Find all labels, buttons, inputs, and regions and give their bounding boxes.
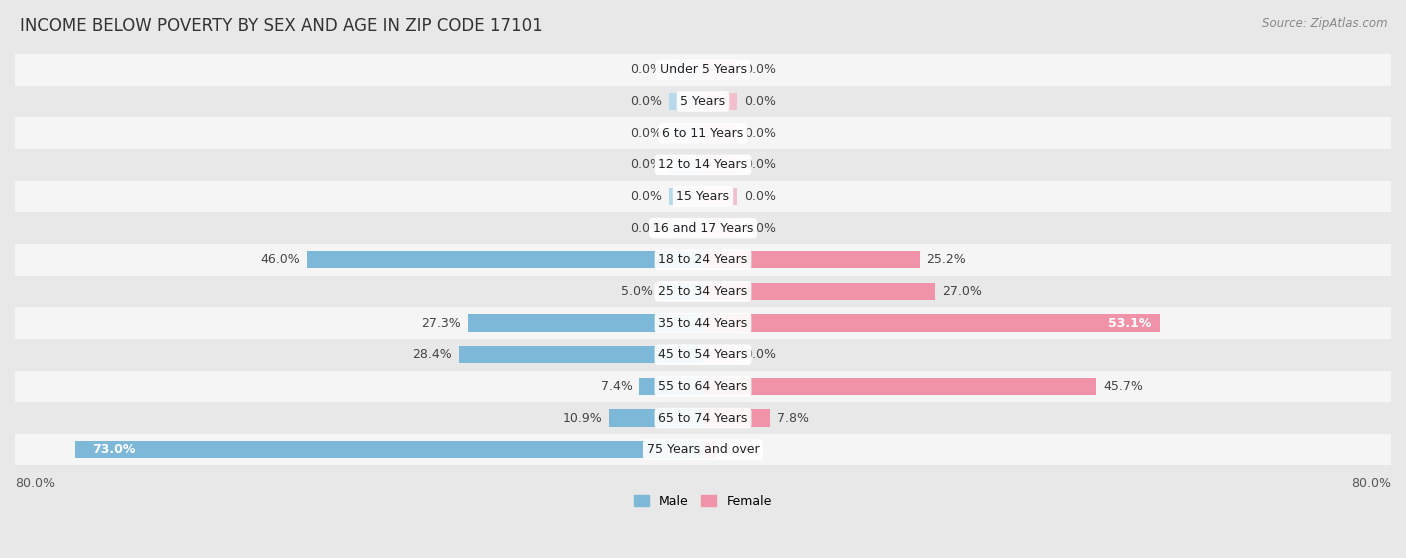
Text: 55 to 64 Years: 55 to 64 Years [658,380,748,393]
Text: 0.0%: 0.0% [630,190,662,203]
Bar [15,244,1391,276]
Text: 0.0%: 0.0% [744,222,776,234]
Text: Under 5 Years: Under 5 Years [659,64,747,76]
Text: 5.0%: 5.0% [621,285,654,298]
Bar [15,181,1391,212]
Text: 0.0%: 0.0% [744,158,776,171]
Bar [703,93,737,110]
Text: INCOME BELOW POVERTY BY SEX AND AGE IN ZIP CODE 17101: INCOME BELOW POVERTY BY SEX AND AGE IN Z… [20,17,543,35]
Bar [703,314,1160,332]
Text: 0.0%: 0.0% [744,348,776,361]
Bar [703,188,737,205]
Text: 18 to 24 Years: 18 to 24 Years [658,253,748,266]
Text: 0.0%: 0.0% [630,127,662,140]
Text: 75 Years and over: 75 Years and over [647,443,759,456]
Bar [75,441,703,458]
Bar [703,251,920,268]
Text: 0.0%: 0.0% [744,64,776,76]
Text: 0.0%: 0.0% [744,190,776,203]
Text: 7.8%: 7.8% [778,411,808,425]
Bar [15,86,1391,117]
Bar [15,402,1391,434]
Bar [669,61,703,79]
Text: 65 to 74 Years: 65 to 74 Years [658,411,748,425]
Text: 1.6%: 1.6% [724,443,755,456]
Text: 45.7%: 45.7% [1102,380,1143,393]
Bar [703,441,717,458]
Text: 27.0%: 27.0% [942,285,981,298]
Bar [458,346,703,363]
Text: 0.0%: 0.0% [744,127,776,140]
Bar [659,283,703,300]
Text: 0.0%: 0.0% [630,222,662,234]
Bar [609,410,703,427]
Bar [15,307,1391,339]
Bar [308,251,703,268]
Text: 80.0%: 80.0% [1351,477,1391,489]
Bar [15,54,1391,86]
Bar [669,93,703,110]
Bar [15,371,1391,402]
Text: 12 to 14 Years: 12 to 14 Years [658,158,748,171]
Bar [15,117,1391,149]
Text: 45 to 54 Years: 45 to 54 Years [658,348,748,361]
Text: 16 and 17 Years: 16 and 17 Years [652,222,754,234]
Bar [15,212,1391,244]
Text: 0.0%: 0.0% [744,95,776,108]
Bar [703,219,737,237]
Text: 0.0%: 0.0% [630,95,662,108]
Text: 5 Years: 5 Years [681,95,725,108]
Text: 35 to 44 Years: 35 to 44 Years [658,316,748,330]
Text: 46.0%: 46.0% [260,253,301,266]
Bar [669,124,703,142]
Bar [703,61,737,79]
Text: 25.2%: 25.2% [927,253,966,266]
Bar [15,339,1391,371]
Text: 7.4%: 7.4% [600,380,633,393]
Text: 80.0%: 80.0% [15,477,55,489]
Bar [703,378,1097,395]
Bar [640,378,703,395]
Text: Source: ZipAtlas.com: Source: ZipAtlas.com [1263,17,1388,30]
Text: 28.4%: 28.4% [412,348,451,361]
Text: 15 Years: 15 Years [676,190,730,203]
Text: 10.9%: 10.9% [562,411,602,425]
Legend: Male, Female: Male, Female [630,490,776,513]
Bar [15,276,1391,307]
Bar [15,149,1391,181]
Text: 6 to 11 Years: 6 to 11 Years [662,127,744,140]
Bar [669,219,703,237]
Text: 53.1%: 53.1% [1108,316,1152,330]
Bar [703,410,770,427]
Bar [703,346,737,363]
Bar [669,156,703,174]
Bar [669,188,703,205]
Text: 73.0%: 73.0% [93,443,136,456]
Bar [468,314,703,332]
Bar [703,156,737,174]
Text: 0.0%: 0.0% [630,64,662,76]
Text: 0.0%: 0.0% [630,158,662,171]
Text: 25 to 34 Years: 25 to 34 Years [658,285,748,298]
Bar [15,434,1391,465]
Bar [703,283,935,300]
Bar [703,124,737,142]
Text: 27.3%: 27.3% [422,316,461,330]
